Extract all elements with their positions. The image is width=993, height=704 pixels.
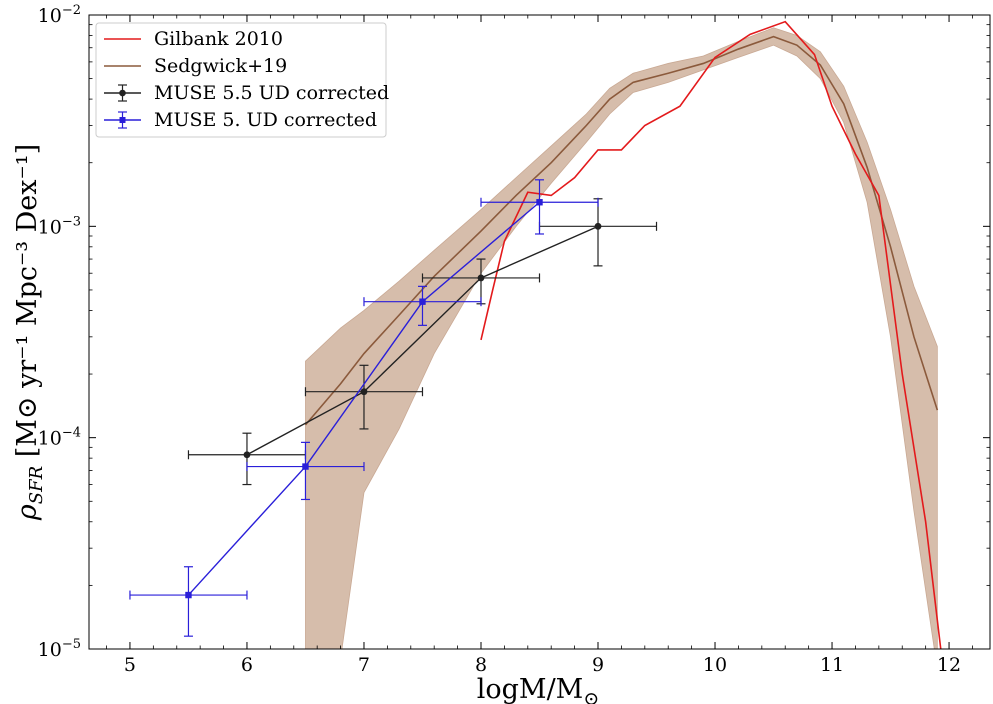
- x-tick-label: 12: [937, 654, 961, 676]
- x-tick-label: 6: [241, 654, 253, 676]
- y-tick-labels: 10−5 10−4 10−3 10−2: [38, 3, 81, 661]
- legend-label-muse55: MUSE 5.5 UD corrected: [154, 82, 389, 104]
- muse5-point: [536, 199, 543, 206]
- gilbank-line: [480, 20, 942, 649]
- x-axis-label: logM/M⊙: [477, 674, 600, 704]
- x-tick-label: 7: [358, 654, 370, 676]
- tick-layer: [89, 14, 990, 650]
- y-tick-label: 10−5: [38, 637, 81, 661]
- muse55-point: [243, 451, 251, 459]
- muse5-point: [302, 463, 309, 470]
- plot-frame: [88, 14, 991, 650]
- muse55-line: [246, 225, 599, 456]
- x-tick-label: 11: [820, 654, 844, 676]
- legend-box: [95, 22, 387, 138]
- y-tick-label: 10−2: [38, 3, 81, 27]
- x-tick-label: 8: [475, 654, 487, 676]
- muse55-point: [477, 274, 485, 282]
- x-tick-label: 9: [592, 654, 604, 676]
- muse5-point: [419, 298, 426, 305]
- sedgwick-line: [304, 35, 939, 426]
- y-axis-label-sub: SFR: [26, 466, 47, 504]
- muse5-point: [185, 591, 192, 599]
- y-tick-label: 10−3: [38, 214, 81, 238]
- x-tick-label: 5: [124, 654, 136, 676]
- legend-label-sedgwick: Sedgwick+19: [154, 55, 287, 77]
- muse55-point: [594, 222, 602, 230]
- y-axis-label: ρSFR [M⊙ yr⁻¹ Mpc⁻³ Dex⁻¹]: [12, 144, 47, 521]
- legend-swatch-muse55: [104, 84, 141, 102]
- x-axis-label-sub: ⊙: [583, 688, 599, 704]
- errorbar-layer: [129, 179, 658, 637]
- legend-swatch-muse5: [104, 111, 141, 129]
- legend: Gilbank 2010 Sedgwick+19 MUSE 5.5 UD cor…: [95, 22, 389, 138]
- x-tick-labels: 5 6 7 8 9 10 11 12: [124, 654, 961, 676]
- y-tick-label: 10−4: [38, 426, 81, 450]
- muse55-point: [360, 388, 368, 396]
- legend-label-gilbank: Gilbank 2010: [154, 28, 283, 50]
- legend-label-muse5: MUSE 5. UD corrected: [154, 109, 377, 131]
- x-tick-label: 10: [703, 654, 727, 676]
- y-axis-label-unit: [M⊙ yr⁻¹ Mpc⁻³ Dex⁻¹]: [12, 144, 43, 466]
- muse5-line: [187, 201, 540, 596]
